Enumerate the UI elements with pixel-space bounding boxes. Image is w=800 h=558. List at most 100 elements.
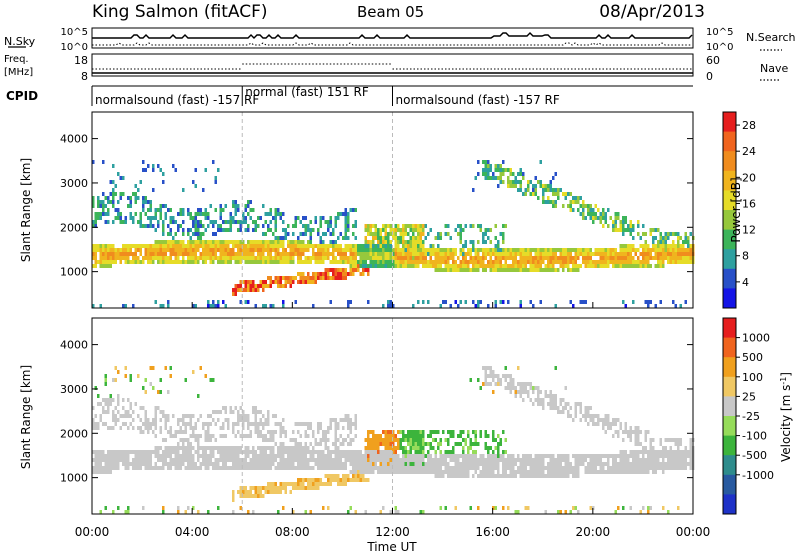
heatmap-cell (477, 304, 480, 308)
heatmap-cell (92, 304, 95, 308)
heatmap-cell (379, 256, 382, 260)
heatmap-cell (464, 454, 467, 458)
heatmap-cell (397, 454, 400, 458)
heatmap-cell (294, 454, 297, 458)
heatmap-cell (527, 382, 530, 386)
heatmap-cell (189, 260, 192, 264)
heatmap-cell (164, 248, 167, 252)
heatmap-cell (97, 402, 100, 406)
heatmap-cell (212, 410, 215, 414)
power-ylabel: Slant Range [km] (19, 158, 33, 262)
heatmap-cell (614, 466, 617, 470)
heatmap-cell (272, 216, 275, 220)
heatmap-cell (674, 454, 677, 458)
heatmap-cell (97, 426, 100, 430)
heatmap-cell (507, 184, 510, 188)
heatmap-cell (552, 256, 555, 260)
heatmap-cell (259, 418, 262, 422)
heatmap-cell (112, 458, 115, 462)
heatmap-cell (407, 458, 410, 462)
heatmap-cell (177, 244, 180, 248)
heatmap-cell (144, 462, 147, 466)
heatmap-cell (492, 454, 495, 458)
heatmap-cell (519, 180, 522, 184)
heatmap-cell (487, 304, 490, 308)
heatmap-cell (102, 470, 105, 474)
heatmap-cell (299, 442, 302, 446)
heatmap-cell (374, 438, 377, 442)
heatmap-cell (262, 462, 265, 466)
heatmap-cell (522, 466, 525, 470)
heatmap-cell (529, 474, 532, 478)
heatmap-cell (237, 208, 240, 212)
heatmap-cell (382, 244, 385, 248)
heatmap-cell (99, 454, 102, 458)
heatmap-cell (542, 248, 545, 252)
heatmap-cell (352, 474, 355, 478)
heatmap-cell (117, 252, 120, 256)
heatmap-cell (564, 264, 567, 268)
heatmap-cell (572, 466, 575, 470)
heatmap-cell (162, 228, 165, 232)
heatmap-cell (492, 172, 495, 176)
heatmap-cell (544, 394, 547, 398)
heatmap-cell (327, 248, 330, 252)
heatmap-cell (114, 208, 117, 212)
heatmap-cell (564, 510, 567, 514)
heatmap-cell (582, 200, 585, 204)
heatmap-cell (357, 478, 360, 482)
heatmap-cell (237, 284, 240, 288)
heatmap-cell (344, 224, 347, 228)
heatmap-cell (682, 458, 685, 462)
heatmap-cell (642, 232, 645, 236)
heatmap-cell (504, 470, 507, 474)
heatmap-cell (104, 466, 107, 470)
heatmap-cell (662, 248, 665, 252)
heatmap-cell (394, 244, 397, 248)
heatmap-cell (354, 466, 357, 470)
heatmap-cell (262, 454, 265, 458)
heatmap-cell (684, 236, 687, 240)
heatmap-cell (507, 458, 510, 462)
heatmap-cell (117, 394, 120, 398)
heatmap-cell (659, 466, 662, 470)
heatmap-cell (552, 248, 555, 252)
heatmap-cell (199, 220, 202, 224)
heatmap-cell (507, 466, 510, 470)
heatmap-cell (359, 470, 362, 474)
heatmap-cell (602, 418, 605, 422)
heatmap-cell (504, 450, 507, 454)
heatmap-cell (554, 458, 557, 462)
heatmap-cell (292, 458, 295, 462)
heatmap-cell (92, 466, 95, 470)
heatmap-cell (507, 268, 510, 272)
heatmap-cell (289, 466, 292, 470)
heatmap-cell (242, 244, 245, 248)
heatmap-cell (532, 192, 535, 196)
heatmap-cell (257, 458, 260, 462)
heatmap-cell (237, 454, 240, 458)
heatmap-cell (422, 438, 425, 442)
heatmap-cell (147, 454, 150, 458)
heatmap-cell (92, 220, 95, 224)
heatmap-cell (349, 450, 352, 454)
heatmap-cell (497, 450, 500, 454)
y-tick-label: 1000 (60, 472, 88, 485)
heatmap-cell (279, 482, 282, 486)
heatmap-cell (379, 450, 382, 454)
heatmap-cell (312, 244, 315, 248)
heatmap-cell (457, 256, 460, 260)
heatmap-cell (327, 506, 330, 510)
heatmap-cell (454, 466, 457, 470)
heatmap-cell (657, 248, 660, 252)
heatmap-cell (92, 422, 95, 426)
heatmap-cell (309, 442, 312, 446)
heatmap-cell (462, 260, 465, 264)
heatmap-cell (109, 402, 112, 406)
heatmap-cell (662, 454, 665, 458)
heatmap-cell (147, 430, 150, 434)
heatmap-cell (569, 268, 572, 272)
heatmap-cell (227, 458, 230, 462)
heatmap-cell (507, 506, 510, 510)
heatmap-cell (359, 474, 362, 478)
